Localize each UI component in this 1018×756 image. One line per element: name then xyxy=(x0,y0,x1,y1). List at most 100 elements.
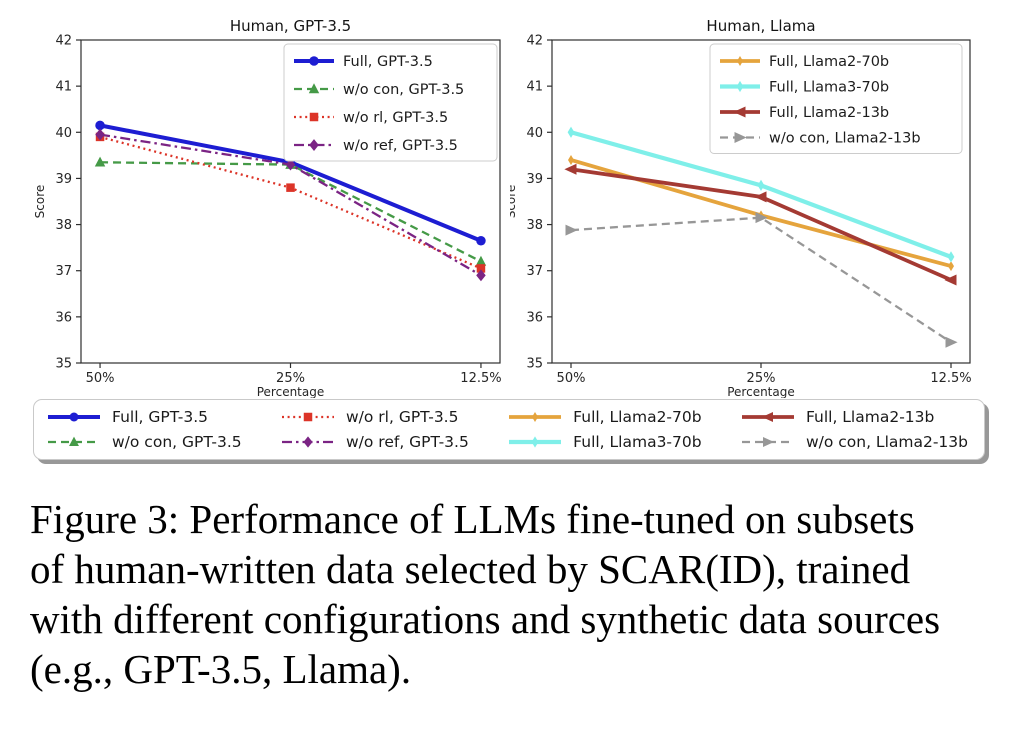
chart-title: Human, GPT-3.5 xyxy=(230,17,351,35)
diamond-marker xyxy=(309,139,319,151)
legend-label: Full, Llama2-13b xyxy=(769,105,889,121)
diamond-marker xyxy=(95,128,105,141)
y-tick-label: 35 xyxy=(55,357,72,372)
legend-sample xyxy=(509,412,562,422)
square-marker xyxy=(303,412,313,422)
y-tick-label: 39 xyxy=(526,172,543,187)
thin-diamond-marker xyxy=(567,126,575,138)
legend-label: w/o ref, GPT-3.5 xyxy=(343,138,458,154)
thin-diamond-marker xyxy=(737,56,743,66)
y-tick-label: 42 xyxy=(55,34,72,49)
legend-entry: w/o rl, GPT-3.5 xyxy=(280,406,469,428)
square-marker xyxy=(286,183,295,192)
thin-diamond-marker xyxy=(532,412,539,422)
legend-sample xyxy=(48,412,100,422)
circle-marker xyxy=(476,235,486,246)
diamond-marker xyxy=(303,436,313,448)
series-line xyxy=(570,216,952,344)
x-axis-label: Percentage xyxy=(257,385,325,398)
triangle-right-marker xyxy=(762,437,774,447)
triangle-left-marker xyxy=(733,106,746,118)
thin-diamond-marker xyxy=(736,80,744,93)
y-tick-label: 36 xyxy=(55,310,72,325)
legend-sample xyxy=(741,412,794,422)
legend-label: Full, GPT-3.5 xyxy=(343,54,433,70)
square-marker xyxy=(309,112,319,122)
x-tick-label: 12.5% xyxy=(930,371,971,386)
legend-entry: Full, GPT-3.5 xyxy=(46,406,242,428)
legend-label: w/o con, GPT-3.5 xyxy=(343,82,464,98)
line-chart-human-llama: 35 36 37 38 39 40 41 42 50% 25% 12.5% Human, Llama P… xyxy=(510,17,972,398)
y-tick-label: 36 xyxy=(526,310,543,325)
y-tick-label: 37 xyxy=(55,264,72,279)
legend-sample xyxy=(281,412,334,422)
y-axis-label: Score xyxy=(33,185,47,219)
legend-entry-label: w/o ref, GPT-3.5 xyxy=(345,433,469,451)
x-tick-label: 25% xyxy=(276,371,305,386)
legend-entry: Full, Llama2-70b xyxy=(507,406,702,428)
circle-marker xyxy=(95,120,105,131)
figure-shared-legend: Full, GPT-3.5 w/o con, GPT-3.5 w/o rl, GPT… xyxy=(33,399,985,460)
series-line xyxy=(100,161,482,263)
y-tick-label: 39 xyxy=(55,172,72,187)
x-tick-label: 25% xyxy=(747,371,776,386)
square-marker xyxy=(476,264,486,273)
legend-entry: w/o con, Llama2-13b xyxy=(740,431,968,453)
y-tick-label: 38 xyxy=(55,218,72,233)
triangle-up-marker xyxy=(69,436,79,447)
y-axis-label: Score xyxy=(510,185,518,219)
triangle-left-marker xyxy=(761,412,773,422)
triangle-right-marker xyxy=(565,224,578,236)
thin-diamond-marker xyxy=(947,251,955,263)
legend-entry-label: w/o con, Llama2-13b xyxy=(805,433,968,451)
legend-label: w/o rl, GPT-3.5 xyxy=(343,110,448,126)
y-tick-label: 38 xyxy=(526,218,543,233)
triangle-up-marker xyxy=(94,156,106,167)
legend-label: w/o con, Llama2-13b xyxy=(769,131,921,147)
legend-entry-label: Full, GPT-3.5 xyxy=(112,408,209,426)
triangle-left-marker xyxy=(754,191,767,203)
legend-entry-label: w/o con, GPT-3.5 xyxy=(112,433,242,451)
legend-entry: Full, Llama2-13b xyxy=(740,406,968,428)
triangle-left-marker xyxy=(944,274,957,286)
x-tick-label: 50% xyxy=(86,371,115,386)
diamond-marker xyxy=(476,269,486,282)
triangle-right-marker xyxy=(755,212,768,224)
legend-label: Full, Llama2-70b xyxy=(769,54,889,70)
x-tick-label: 50% xyxy=(557,371,586,386)
y-tick-label: 41 xyxy=(55,80,72,95)
circle-marker xyxy=(69,412,79,422)
thin-diamond-marker xyxy=(948,261,954,272)
thin-diamond-marker xyxy=(531,436,539,448)
triangle-right-marker xyxy=(945,336,958,348)
y-tick-label: 41 xyxy=(526,80,543,95)
triangle-right-marker xyxy=(734,132,747,143)
triangle-up-marker xyxy=(475,255,487,266)
y-tick-label: 42 xyxy=(526,34,543,49)
legend-entry-label: Full, Llama3-70b xyxy=(573,433,702,451)
chart-legend: Full, GPT-3.5 w/o con, GPT-3.5 w/o rl, GPT… xyxy=(283,43,498,162)
legend-sample xyxy=(281,436,334,448)
line-chart-human-gpt35: 35 36 37 38 39 40 41 42 50% 25% 12.5% Human, GPT-3.… xyxy=(33,17,502,398)
y-tick-label: 40 xyxy=(526,126,543,141)
y-tick-label: 40 xyxy=(55,126,72,141)
legend-entry-label: Full, Llama2-13b xyxy=(805,408,935,426)
thin-diamond-marker xyxy=(568,154,574,165)
x-axis-label: Percentage xyxy=(727,385,795,398)
x-tick-label: 12.5% xyxy=(460,371,501,386)
legend-entry: Full, Llama3-70b xyxy=(507,431,702,453)
legend-sample xyxy=(48,436,100,447)
triangle-up-marker xyxy=(308,83,320,94)
y-tick-label: 35 xyxy=(526,357,543,372)
legend-sample xyxy=(741,437,794,447)
diamond-marker xyxy=(285,158,296,171)
circle-marker xyxy=(309,56,319,66)
legend-entry-label: Full, Llama2-70b xyxy=(573,408,702,426)
legend-entry-label: w/o rl, GPT-3.5 xyxy=(345,408,459,426)
chart-legend: Full, Llama2-70b Full, Llama3-70b Full, Ll… xyxy=(709,43,963,154)
legend-entry: w/o con, GPT-3.5 xyxy=(46,431,242,453)
triangle-left-marker xyxy=(564,163,577,175)
legend-label: Full, Llama3-70b xyxy=(769,80,889,96)
thin-diamond-marker xyxy=(757,179,765,191)
